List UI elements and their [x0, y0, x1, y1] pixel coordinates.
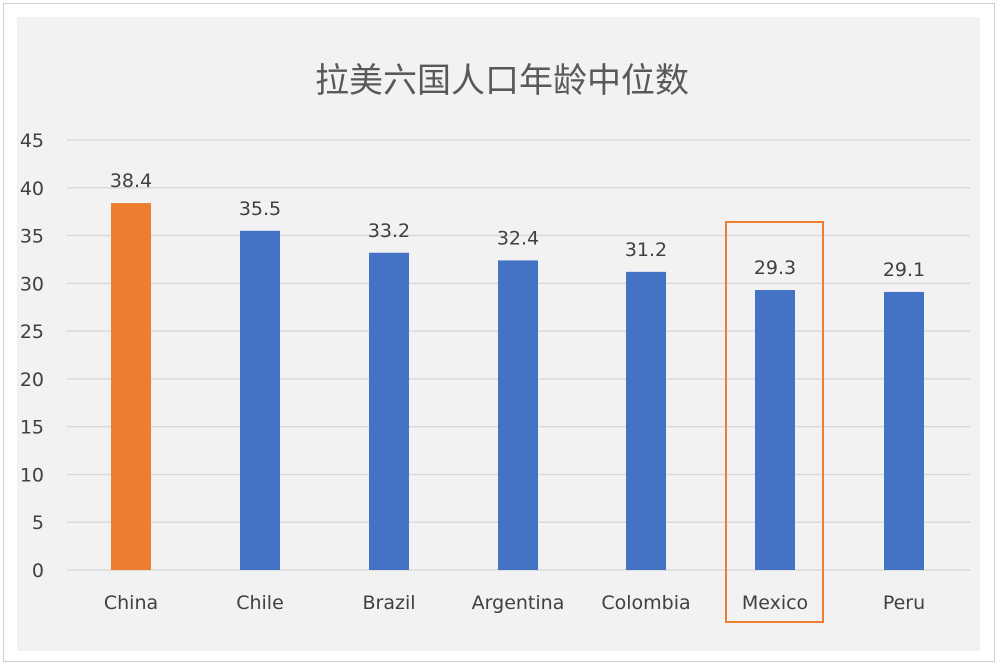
y-tick-label: 35 [20, 226, 44, 248]
x-label-china: China [104, 592, 158, 614]
chart-title: 拉美六国人口年龄中位数 [315, 61, 689, 101]
y-tick-label: 45 [20, 130, 44, 152]
bars [111, 203, 924, 571]
bar-colombia [626, 271, 666, 570]
y-tick-label: 5 [32, 512, 44, 534]
bar-argentina [498, 260, 538, 570]
bar-mexico [755, 290, 795, 570]
bar-chile [240, 230, 280, 570]
highlight-layer [725, 221, 824, 623]
y-tick-label: 15 [20, 417, 44, 439]
x-axis-labels: China Chile Brazil Argentina Colombia Mexico P… [104, 592, 925, 614]
x-label-colombia: Colombia [601, 592, 690, 614]
y-axis-ticks: 0 5 10 15 20 25 30 35 40 45 [20, 130, 44, 582]
data-label-china: 38.4 [110, 170, 152, 192]
data-label-brazil: 33.2 [368, 220, 410, 242]
bar-peru [884, 291, 924, 570]
data-label-mexico: 29.3 [754, 257, 796, 279]
x-label-argentina: Argentina [472, 592, 565, 614]
data-labels: 38.4 35.5 33.2 32.4 31.2 29.3 29.1 [110, 170, 925, 281]
x-label-brazil: Brazil [362, 592, 415, 614]
data-label-peru: 29.1 [883, 259, 925, 281]
data-label-colombia: 31.2 [625, 239, 667, 261]
y-tick-label: 25 [20, 321, 44, 343]
y-tick-label: 20 [20, 369, 44, 391]
data-label-chile: 35.5 [239, 198, 281, 220]
data-label-argentina: 32.4 [497, 227, 539, 249]
bar-brazil [369, 252, 409, 570]
highlight-box-mexico [725, 221, 824, 623]
y-tick-label: 10 [20, 464, 44, 486]
x-label-chile: Chile [236, 592, 284, 614]
y-tick-label: 40 [20, 178, 44, 200]
y-tick-label: 0 [32, 560, 44, 582]
x-label-peru: Peru [883, 592, 925, 614]
bar-china [111, 203, 151, 571]
x-label-mexico: Mexico [742, 592, 808, 614]
y-tick-label: 30 [20, 273, 44, 295]
